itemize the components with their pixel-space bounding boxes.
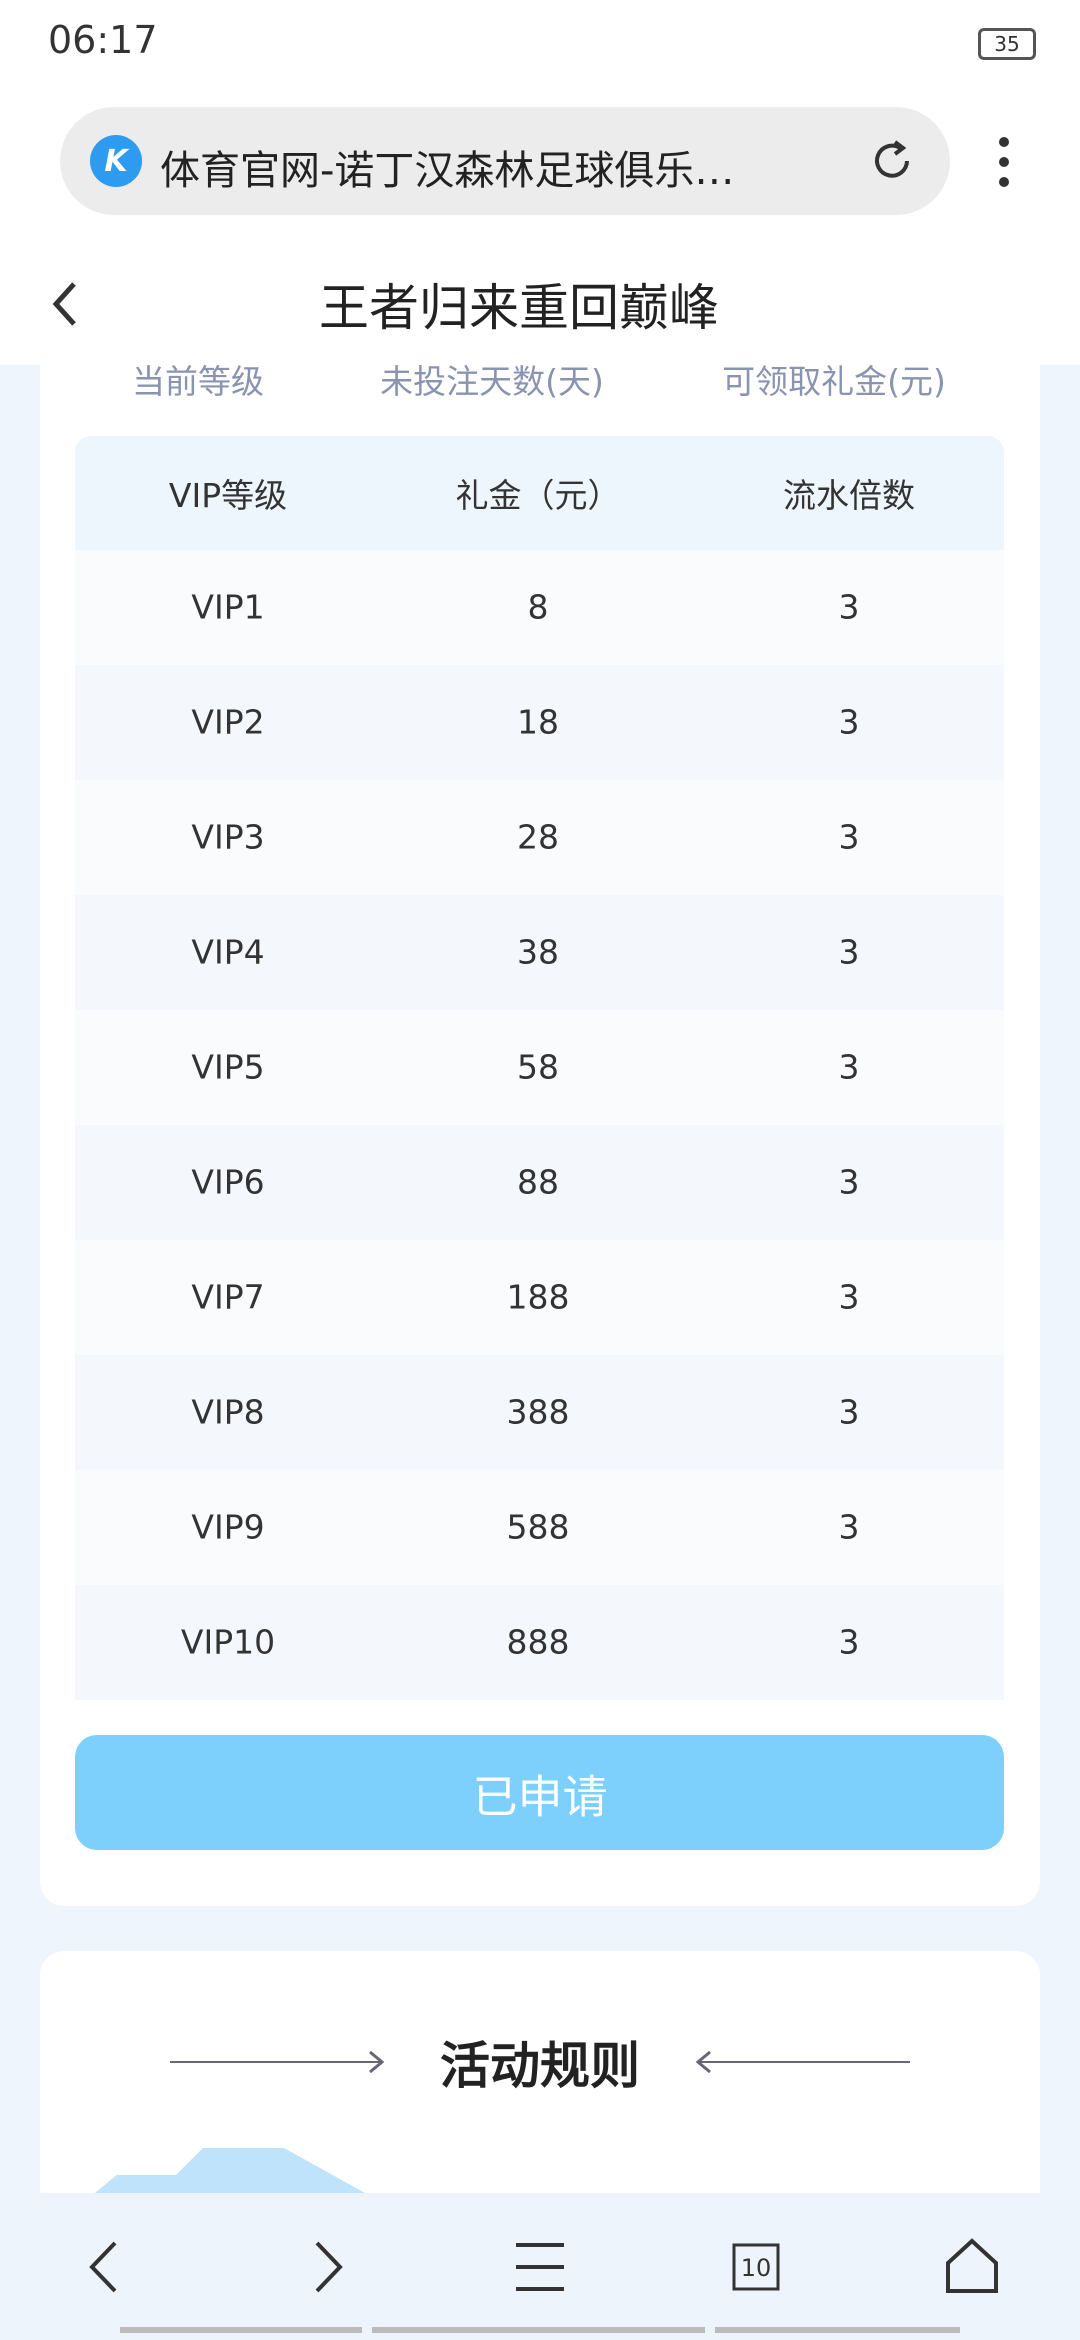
table-cell: 58	[517, 1047, 559, 1087]
svg-text:K: K	[104, 144, 130, 179]
table-cell: 38	[517, 932, 559, 972]
table-cell: 888	[506, 1622, 570, 1662]
refresh-button[interactable]	[867, 136, 917, 186]
url-bar[interactable]	[60, 107, 950, 215]
table-cell: VIP8	[191, 1392, 265, 1432]
summary-label: 可领取礼金(元)	[722, 362, 946, 401]
table-cell: 3	[838, 1622, 860, 1662]
table-row	[75, 1010, 1004, 1125]
apply-button[interactable]	[75, 1735, 1004, 1850]
table-cell: 3	[838, 1047, 860, 1087]
back-button[interactable]	[48, 280, 80, 328]
site-icon: K	[90, 135, 142, 187]
table-cell: 3	[838, 702, 860, 742]
nav-back[interactable]	[89, 2241, 117, 2293]
table-row	[75, 665, 1004, 780]
status-time: 06:17	[48, 18, 158, 62]
table-cell: 18	[517, 702, 559, 742]
table-row	[75, 895, 1004, 1010]
nav-icons	[89, 2238, 998, 2333]
table-cell: VIP6	[191, 1162, 265, 1202]
table-cell: 3	[838, 1507, 860, 1547]
table-row	[75, 550, 1004, 665]
table-cell: 88	[517, 1162, 559, 1202]
table-cell: VIP4	[191, 932, 265, 972]
table-cell: VIP10	[180, 1622, 276, 1662]
table-cell: VIP5	[191, 1047, 265, 1087]
table-cell: 3	[838, 817, 860, 857]
table-cell: 588	[506, 1507, 570, 1547]
table-cell: VIP1	[191, 587, 265, 627]
table-cell: 28	[517, 817, 559, 857]
table-row	[75, 780, 1004, 895]
nav-menu[interactable]	[516, 2243, 564, 2291]
arrow-left-deco	[170, 2050, 385, 2074]
nav-tabs[interactable]	[732, 2243, 780, 2291]
table-header	[75, 436, 1004, 550]
table-cell: 8	[527, 587, 549, 627]
battery: 35	[978, 28, 1036, 60]
arrow-right-deco	[695, 2050, 910, 2074]
table-row	[75, 1240, 1004, 1355]
tab-count: 10	[740, 2254, 772, 2282]
column-header: 流水倍数	[783, 476, 915, 515]
summary-label: 当前等级	[132, 362, 264, 401]
summary-label: 未投注天数(天)	[380, 362, 604, 401]
table-cell: VIP7	[191, 1277, 265, 1317]
table-cell: 3	[838, 1277, 860, 1317]
table-row	[75, 1585, 1004, 1700]
page-title: 体育官网-诺丁汉森林足球俱乐…	[160, 148, 735, 194]
table-cell: VIP9	[191, 1507, 265, 1547]
table-cell: 188	[506, 1277, 570, 1317]
table-row	[75, 1125, 1004, 1240]
apply-button-label: 已申请	[472, 1770, 608, 1824]
table-cell: 3	[838, 1162, 860, 1202]
table-cell: VIP2	[191, 702, 265, 742]
column-header: 礼金（元）	[455, 476, 621, 515]
rules-title: 活动规则	[440, 2037, 640, 2095]
menu-button[interactable]	[994, 136, 1014, 188]
nav-forward[interactable]	[315, 2241, 343, 2293]
table-cell: 388	[506, 1392, 570, 1432]
header-title: 王者归来重回巅峰	[319, 279, 719, 337]
column-header: VIP等级	[168, 476, 288, 515]
table-row	[75, 1470, 1004, 1585]
nav-home[interactable]	[946, 2238, 998, 2293]
table-cell: 3	[838, 587, 860, 627]
table-cell: 3	[838, 932, 860, 972]
table-cell: 3	[838, 1392, 860, 1432]
table-row	[75, 1355, 1004, 1470]
table-cell: VIP3	[191, 817, 265, 857]
